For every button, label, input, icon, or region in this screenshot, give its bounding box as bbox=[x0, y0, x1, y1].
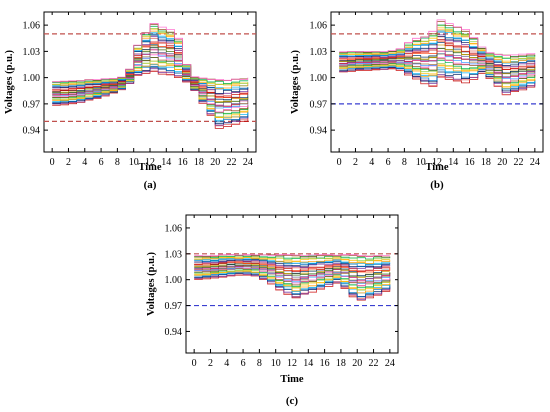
x-tick-label: 22 bbox=[227, 157, 237, 168]
x-tick-label: 0 bbox=[50, 157, 55, 168]
x-tick-label: 12 bbox=[432, 157, 442, 168]
x-tick-label: 20 bbox=[210, 157, 220, 168]
series-line bbox=[194, 259, 390, 268]
x-tick-label: 6 bbox=[241, 358, 246, 369]
x-tick-label: 14 bbox=[303, 358, 313, 369]
y-axis-title: Voltages (p.u.) bbox=[290, 49, 301, 114]
x-tick-label: 4 bbox=[369, 157, 374, 168]
y-tick-label: 1.00 bbox=[310, 73, 328, 84]
x-tick-label: 12 bbox=[145, 157, 155, 168]
x-tick-label: 10 bbox=[129, 157, 139, 168]
panel-label: (c) bbox=[286, 395, 299, 407]
x-tick-label: 24 bbox=[243, 157, 253, 168]
x-tick-label: 18 bbox=[336, 358, 346, 369]
y-tick-label: 1.00 bbox=[23, 73, 41, 84]
x-tick-label: 24 bbox=[530, 157, 540, 168]
series-line bbox=[52, 44, 249, 103]
x-tick-label: 8 bbox=[115, 157, 120, 168]
x-tick-label: 24 bbox=[385, 358, 395, 369]
panel-a: 0 2 4 6 8 10 12 14 16 18 20 22 240.940.971.001.031.0… bbox=[4, 11, 257, 191]
x-tick-label: 0 bbox=[337, 157, 342, 168]
x-tick-label: 16 bbox=[320, 358, 330, 369]
series-line bbox=[194, 256, 391, 263]
panel-b: 0 2 4 6 8 10 12 14 16 18 20 22 240.940.971.001.031.0… bbox=[290, 11, 544, 191]
series-line bbox=[194, 255, 391, 260]
series-line bbox=[339, 19, 536, 56]
x-tick-label: 22 bbox=[514, 157, 524, 168]
series-line bbox=[339, 27, 536, 62]
x-tick-label: 8 bbox=[402, 157, 407, 168]
x-tick-label: 16 bbox=[178, 157, 188, 168]
x-tick-label: 14 bbox=[448, 157, 458, 168]
y-tick-label: 0.97 bbox=[310, 99, 328, 110]
y-tick-label: 1.03 bbox=[310, 47, 328, 58]
x-tick-label: 22 bbox=[369, 358, 379, 369]
y-tick-label: 1.03 bbox=[23, 47, 41, 58]
x-tick-label: 0 bbox=[192, 358, 197, 369]
x-tick-label: 4 bbox=[82, 157, 87, 168]
x-tick-label: 12 bbox=[287, 358, 297, 369]
x-tick-label: 14 bbox=[161, 157, 171, 168]
series-line bbox=[339, 63, 536, 85]
x-tick-label: 10 bbox=[416, 157, 426, 168]
x-tick-label: 8 bbox=[257, 358, 262, 369]
x-tick-label: 6 bbox=[386, 157, 391, 168]
x-tick-label: 2 bbox=[353, 157, 358, 168]
y-tick-label: 0.94 bbox=[165, 327, 183, 338]
x-tick-label: 6 bbox=[99, 157, 104, 168]
series-line bbox=[52, 65, 249, 123]
x-tick-label: 20 bbox=[352, 358, 362, 369]
series-line bbox=[194, 273, 391, 300]
series-line bbox=[52, 23, 249, 83]
y-axis-title: Voltages (p.u.) bbox=[146, 251, 157, 316]
x-tick-label: 2 bbox=[208, 358, 213, 369]
series-line bbox=[194, 254, 390, 257]
panel-c: 0 2 4 6 8 10 12 14 16 18 20 22 240.940.971.001.031.0… bbox=[146, 214, 399, 407]
y-tick-label: 0.97 bbox=[23, 99, 41, 110]
y-tick-label: 1.00 bbox=[165, 275, 183, 286]
series-line bbox=[339, 57, 536, 83]
x-tick-label: 20 bbox=[497, 157, 507, 168]
y-tick-label: 0.94 bbox=[23, 126, 41, 137]
series-line bbox=[194, 267, 391, 286]
series-line bbox=[339, 50, 536, 78]
series-line bbox=[194, 257, 391, 266]
panel-label: (b) bbox=[430, 179, 444, 191]
y-tick-label: 1.03 bbox=[165, 249, 183, 260]
y-axis-title: Voltages (p.u.) bbox=[4, 49, 15, 114]
y-tick-label: 0.94 bbox=[310, 126, 328, 137]
x-tick-label: 10 bbox=[271, 358, 281, 369]
y-tick-label: 1.06 bbox=[165, 223, 183, 234]
x-tick-label: 4 bbox=[224, 358, 229, 369]
y-tick-label: 0.97 bbox=[165, 301, 183, 312]
x-tick-label: 18 bbox=[481, 157, 491, 168]
x-tick-label: 2 bbox=[66, 157, 71, 168]
x-axis-title: Time bbox=[280, 374, 303, 385]
y-tick-label: 1.06 bbox=[310, 21, 328, 32]
series-line bbox=[339, 29, 536, 63]
x-tick-label: 18 bbox=[194, 157, 204, 168]
x-tick-label: 16 bbox=[465, 157, 475, 168]
y-tick-label: 1.06 bbox=[23, 21, 41, 32]
panel-label: (a) bbox=[144, 179, 157, 191]
x-axis-title: Time bbox=[425, 162, 448, 173]
x-axis-title: Time bbox=[138, 162, 161, 173]
